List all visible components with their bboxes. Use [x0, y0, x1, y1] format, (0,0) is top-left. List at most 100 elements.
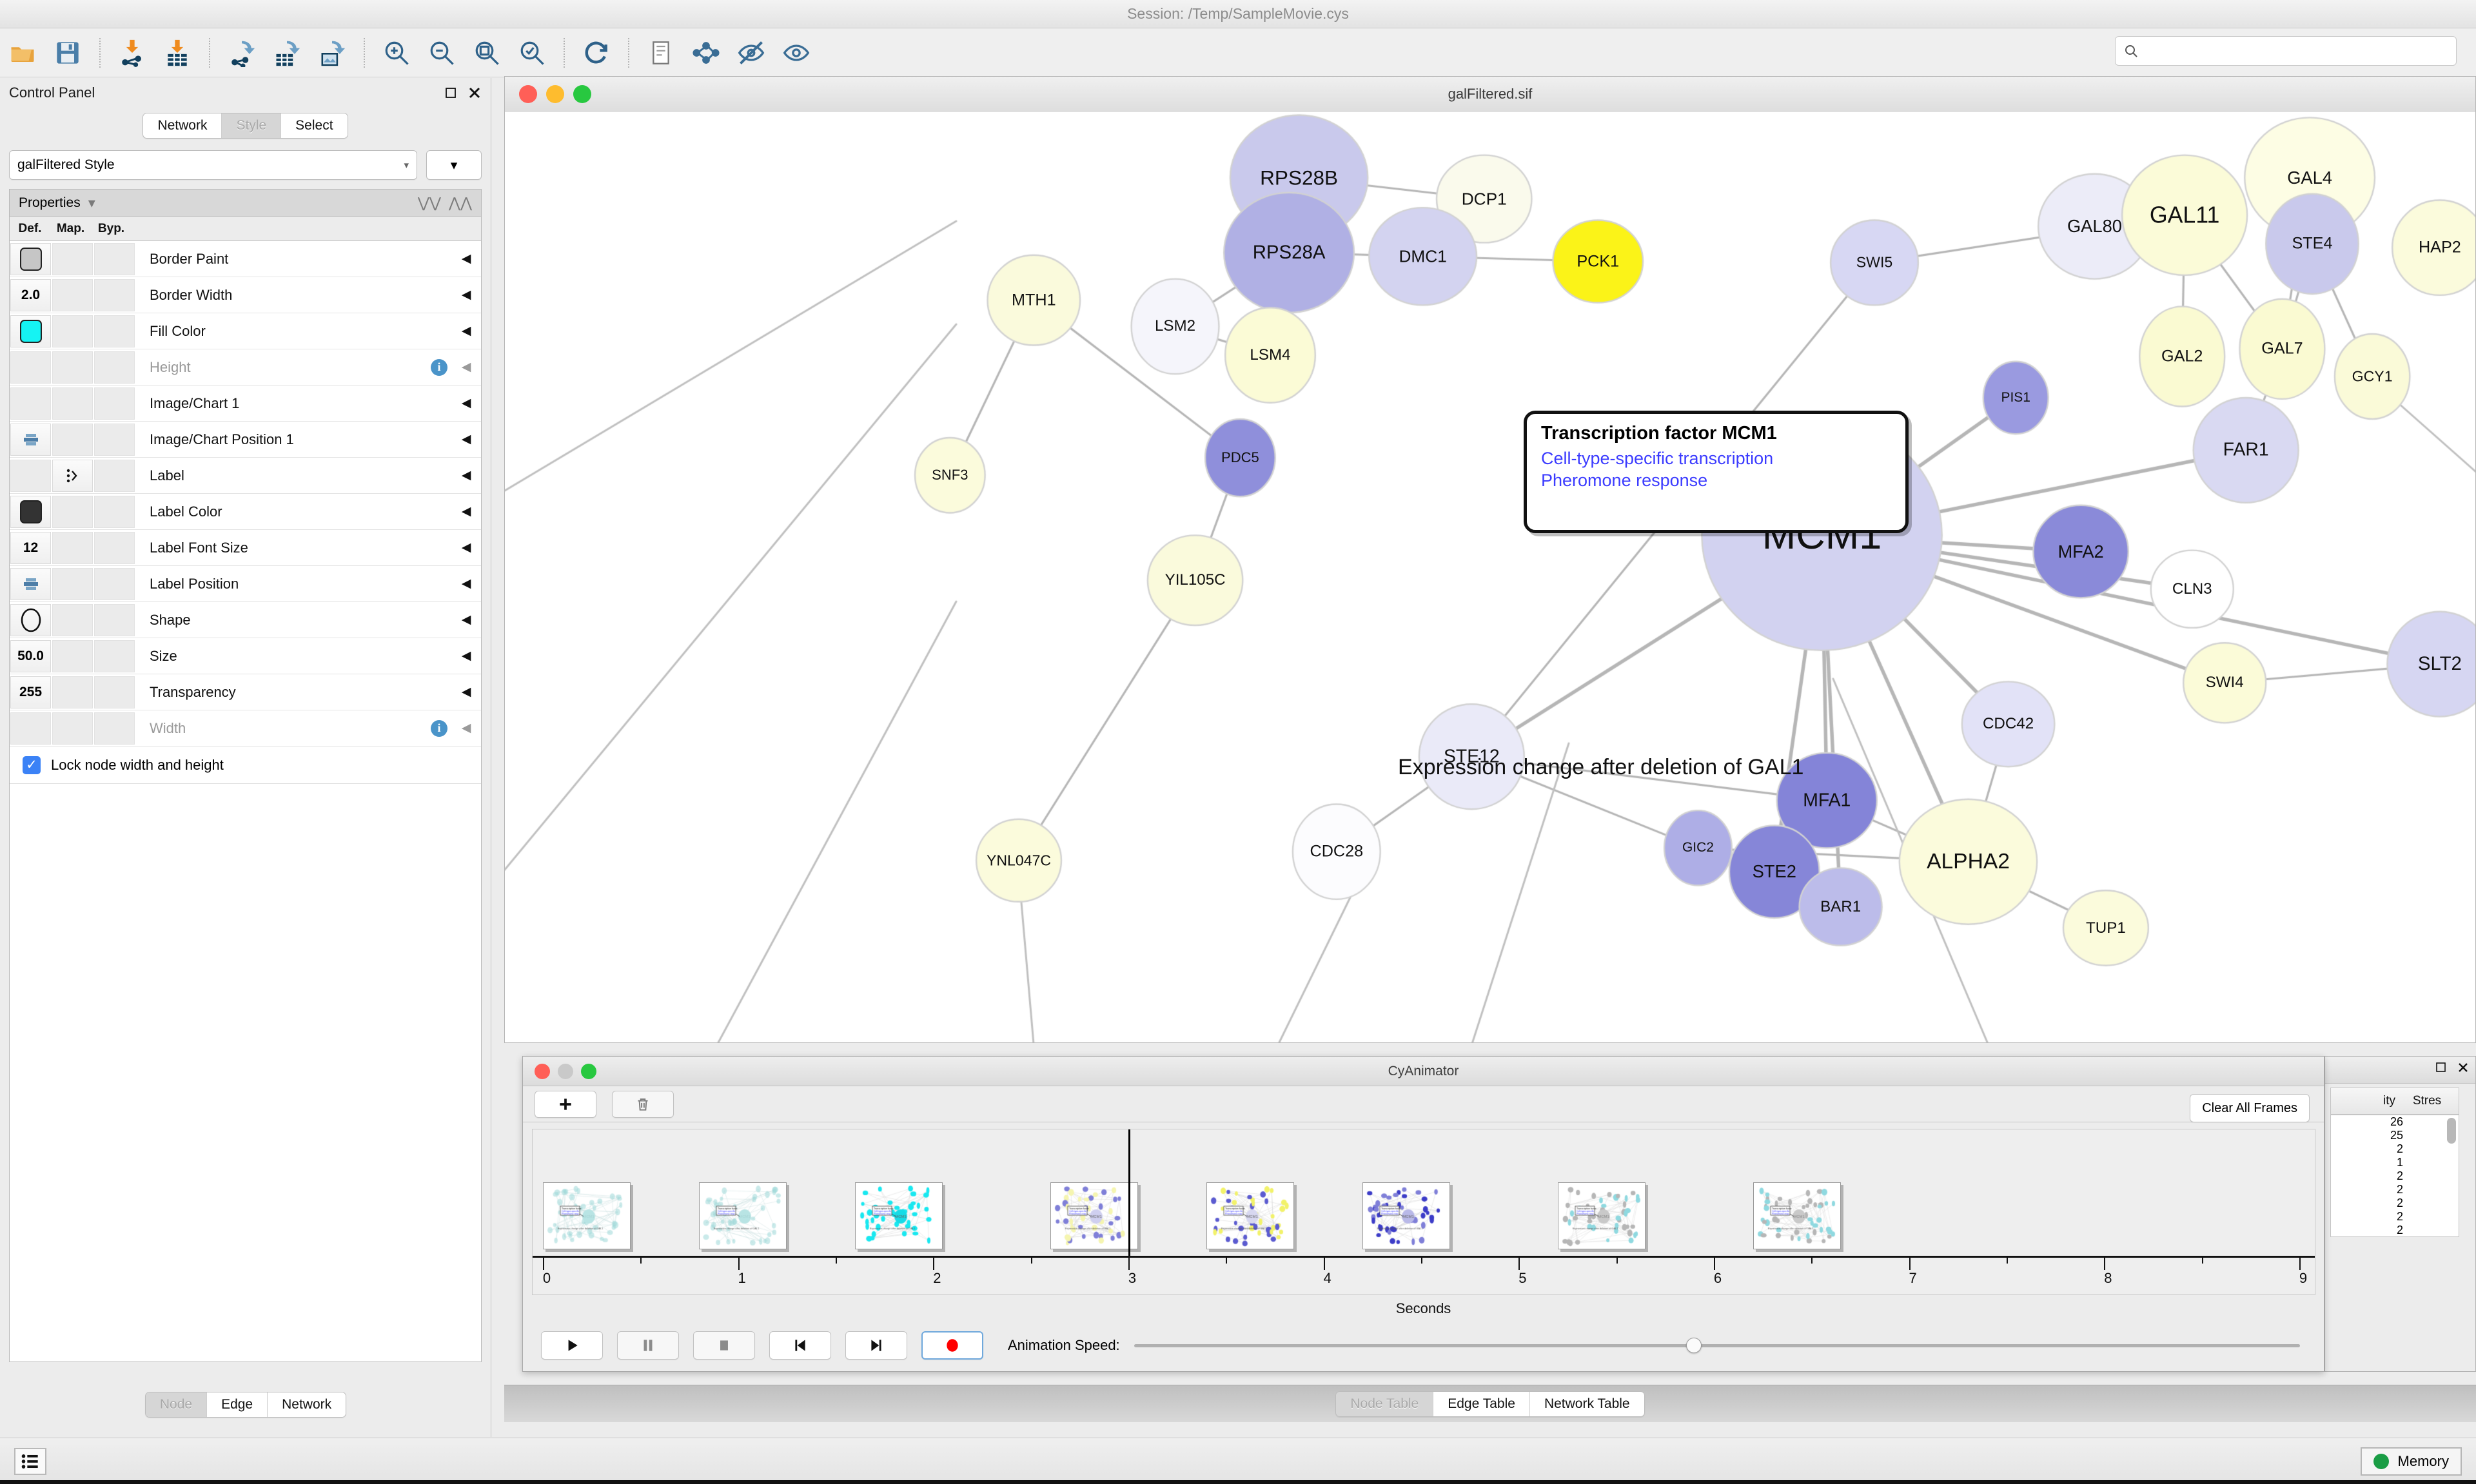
tab-network-style[interactable]: Network — [268, 1392, 346, 1417]
export-image-icon[interactable] — [310, 33, 355, 73]
property-mapping-cell[interactable] — [52, 242, 93, 275]
refresh-icon[interactable] — [574, 33, 619, 73]
property-row[interactable]: Fill Color ◀ — [10, 313, 481, 349]
maximize-icon[interactable] — [2435, 1062, 2447, 1077]
property-row[interactable]: Height i ◀ — [10, 349, 481, 386]
property-default-cell[interactable] — [10, 603, 51, 636]
close-icon[interactable] — [467, 86, 482, 100]
property-expand-arrow-icon[interactable]: ◀ — [461, 324, 471, 338]
property-bypass-cell[interactable] — [94, 387, 135, 420]
property-expand-arrow-icon[interactable]: ◀ — [461, 685, 471, 699]
property-bypass-cell[interactable] — [94, 712, 135, 745]
property-mapping-cell[interactable] — [52, 712, 93, 745]
zoom-selected-icon[interactable] — [509, 33, 555, 73]
maximize-window-icon[interactable] — [573, 84, 591, 103]
hide-selected-icon[interactable] — [729, 33, 774, 73]
cyanimator-titlebar[interactable]: CyAnimator — [523, 1057, 2324, 1086]
table-row[interactable]: 2 — [2331, 1196, 2459, 1210]
property-mapping-cell[interactable] — [52, 495, 93, 528]
tab-network[interactable]: Network — [143, 113, 222, 138]
new-network-icon[interactable] — [638, 33, 683, 73]
property-default-cell[interactable] — [10, 242, 51, 275]
properties-menu-caret-icon[interactable]: ▾ — [88, 194, 95, 211]
property-bypass-cell[interactable] — [94, 278, 135, 311]
property-row[interactable]: Label ◀ — [10, 458, 481, 494]
node-annotation-box[interactable]: Transcription factor MCM1 Cell-type-spec… — [1524, 411, 1909, 533]
tab-edge-table[interactable]: Edge Table — [1433, 1391, 1530, 1416]
property-default-cell[interactable] — [10, 351, 51, 384]
property-mapping-cell[interactable] — [52, 351, 93, 384]
frame-thumbnail[interactable] — [1050, 1182, 1138, 1249]
table-row[interactable]: 2 — [2331, 1169, 2459, 1183]
search-box[interactable] — [2115, 36, 2457, 66]
table-body[interactable]: 26 25 2 1 2 2 2 2 2 — [2330, 1115, 2459, 1237]
prev-frame-button[interactable] — [769, 1331, 831, 1360]
next-frame-button[interactable] — [845, 1331, 907, 1360]
property-default-cell[interactable] — [10, 459, 51, 492]
lock-node-size-row[interactable]: ✓ Lock node width and height — [10, 747, 481, 784]
maximize-window-icon[interactable] — [581, 1063, 596, 1079]
table-row[interactable]: 2 — [2331, 1183, 2459, 1196]
frame-thumbnail[interactable] — [1557, 1182, 1646, 1249]
style-options-button[interactable]: ▾ — [426, 150, 482, 180]
property-bypass-cell[interactable] — [94, 423, 135, 456]
property-expand-arrow-icon[interactable]: ◀ — [461, 613, 471, 627]
info-icon[interactable]: i — [431, 719, 447, 737]
property-row[interactable]: Border Paint ◀ — [10, 241, 481, 277]
property-expand-arrow-icon[interactable]: ◀ — [461, 649, 471, 663]
property-row[interactable]: Label Color ◀ — [10, 494, 481, 530]
property-expand-arrow-icon[interactable]: ◀ — [461, 577, 471, 591]
memory-status-button[interactable]: Memory — [2360, 1447, 2462, 1476]
maximize-icon[interactable] — [444, 86, 457, 99]
property-mapping-cell[interactable] — [52, 423, 93, 456]
export-table-icon[interactable] — [264, 33, 310, 73]
property-default-value[interactable]: 50.0 — [10, 639, 51, 672]
frame-thumbnail[interactable] — [1206, 1182, 1295, 1249]
timeline-playhead[interactable] — [1128, 1129, 1130, 1256]
zoom-out-icon[interactable] — [419, 33, 464, 73]
property-mapping-cell[interactable] — [52, 459, 93, 492]
pause-button[interactable] — [617, 1331, 679, 1360]
property-default-value[interactable]: 12 — [10, 531, 51, 564]
lock-node-size-checkbox[interactable]: ✓ — [23, 756, 41, 774]
property-bypass-cell[interactable] — [94, 351, 135, 384]
property-row[interactable]: 255 Transparency ◀ — [10, 674, 481, 710]
table-row[interactable]: 2 — [2331, 1142, 2459, 1156]
frames-timeline-area[interactable]: 0 1 2 3 4 5 6 7 8 9 — [532, 1129, 2315, 1295]
table-row[interactable]: 2 — [2331, 1224, 2459, 1236]
property-bypass-cell[interactable] — [94, 639, 135, 672]
property-mapping-cell[interactable] — [52, 603, 93, 636]
property-bypass-cell[interactable] — [94, 567, 135, 600]
minimize-window-icon[interactable] — [546, 84, 564, 103]
property-default-cell[interactable] — [10, 495, 51, 528]
property-mapping-cell[interactable] — [52, 567, 93, 600]
property-mapping-cell[interactable] — [52, 639, 93, 672]
property-row[interactable]: Width i ◀ — [10, 710, 481, 747]
show-all-icon[interactable] — [774, 33, 819, 73]
chevron-double-down-icon[interactable]: ⋁⋁ — [417, 194, 441, 211]
first-neighbors-icon[interactable] — [683, 33, 729, 73]
property-expand-arrow-icon[interactable]: ◀ — [461, 288, 471, 302]
close-window-icon[interactable] — [535, 1063, 550, 1079]
property-bypass-cell[interactable] — [94, 676, 135, 708]
zoom-in-icon[interactable] — [374, 33, 419, 73]
column-header-betweenness[interactable]: ity — [2383, 1094, 2395, 1108]
property-mapping-cell[interactable] — [52, 676, 93, 708]
minimize-window-icon[interactable] — [558, 1063, 573, 1079]
property-mapping-cell[interactable] — [52, 531, 93, 564]
property-expand-arrow-icon[interactable]: ◀ — [461, 505, 471, 518]
record-button[interactable] — [921, 1331, 983, 1360]
property-bypass-cell[interactable] — [94, 531, 135, 564]
property-default-value[interactable]: 2.0 — [10, 278, 51, 311]
tab-edge[interactable]: Edge — [207, 1392, 268, 1417]
property-expand-arrow-icon[interactable]: ◀ — [461, 252, 471, 266]
property-bypass-cell[interactable] — [94, 459, 135, 492]
property-expand-arrow-icon[interactable]: ◀ — [461, 469, 471, 482]
property-default-cell[interactable] — [10, 567, 51, 600]
property-mapping-cell[interactable] — [52, 278, 93, 311]
property-expand-arrow-icon[interactable]: ◀ — [461, 360, 471, 374]
delete-frame-button[interactable] — [612, 1090, 674, 1118]
export-network-icon[interactable] — [219, 33, 264, 73]
property-default-cell[interactable] — [10, 315, 51, 347]
info-icon[interactable]: i — [431, 358, 447, 376]
